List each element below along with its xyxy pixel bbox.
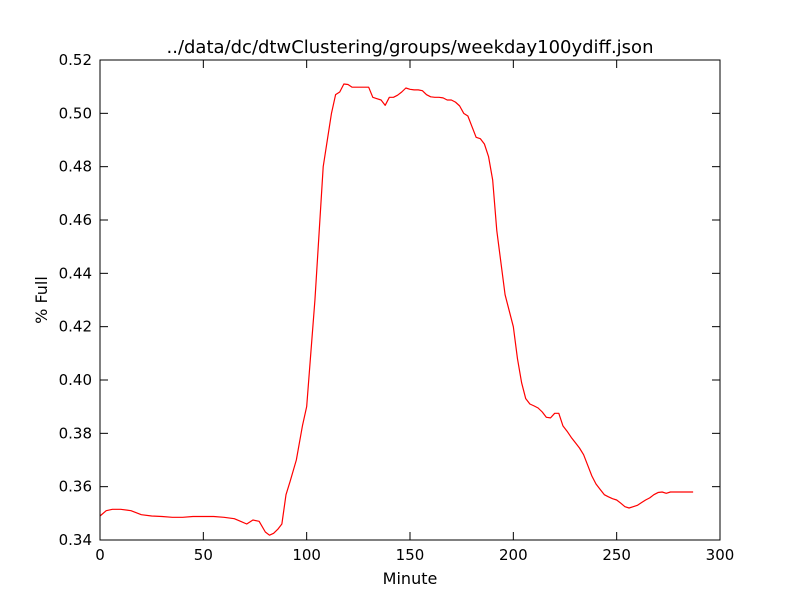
x-axis-label: Minute <box>383 569 438 588</box>
x-tick-label: 50 <box>194 546 213 564</box>
y-tick-label: 0.44 <box>59 264 92 282</box>
y-tick-label: 0.42 <box>59 318 92 336</box>
x-tick-label: 0 <box>95 546 105 564</box>
y-tick-label: 0.38 <box>59 424 92 442</box>
chart-title: ../data/dc/dtwClustering/groups/weekday1… <box>167 37 654 58</box>
y-tick-label: 0.50 <box>59 104 92 122</box>
y-tick-label: 0.46 <box>59 211 92 229</box>
y-tick-label: 0.34 <box>59 531 92 549</box>
y-tick-label: 0.48 <box>59 158 92 176</box>
x-tick-label: 200 <box>499 546 528 564</box>
plot-area-frame <box>99 59 721 541</box>
x-tick-label: 100 <box>292 546 321 564</box>
y-tick-label: 0.36 <box>59 478 92 496</box>
x-tick-label: 150 <box>396 546 425 564</box>
series-line <box>99 83 694 536</box>
y-axis-label: % Full <box>32 276 51 324</box>
x-tick-label: 250 <box>602 546 631 564</box>
y-tick-label: 0.52 <box>59 51 92 69</box>
x-tick-label: 300 <box>706 546 735 564</box>
y-tick-label: 0.40 <box>59 371 92 389</box>
